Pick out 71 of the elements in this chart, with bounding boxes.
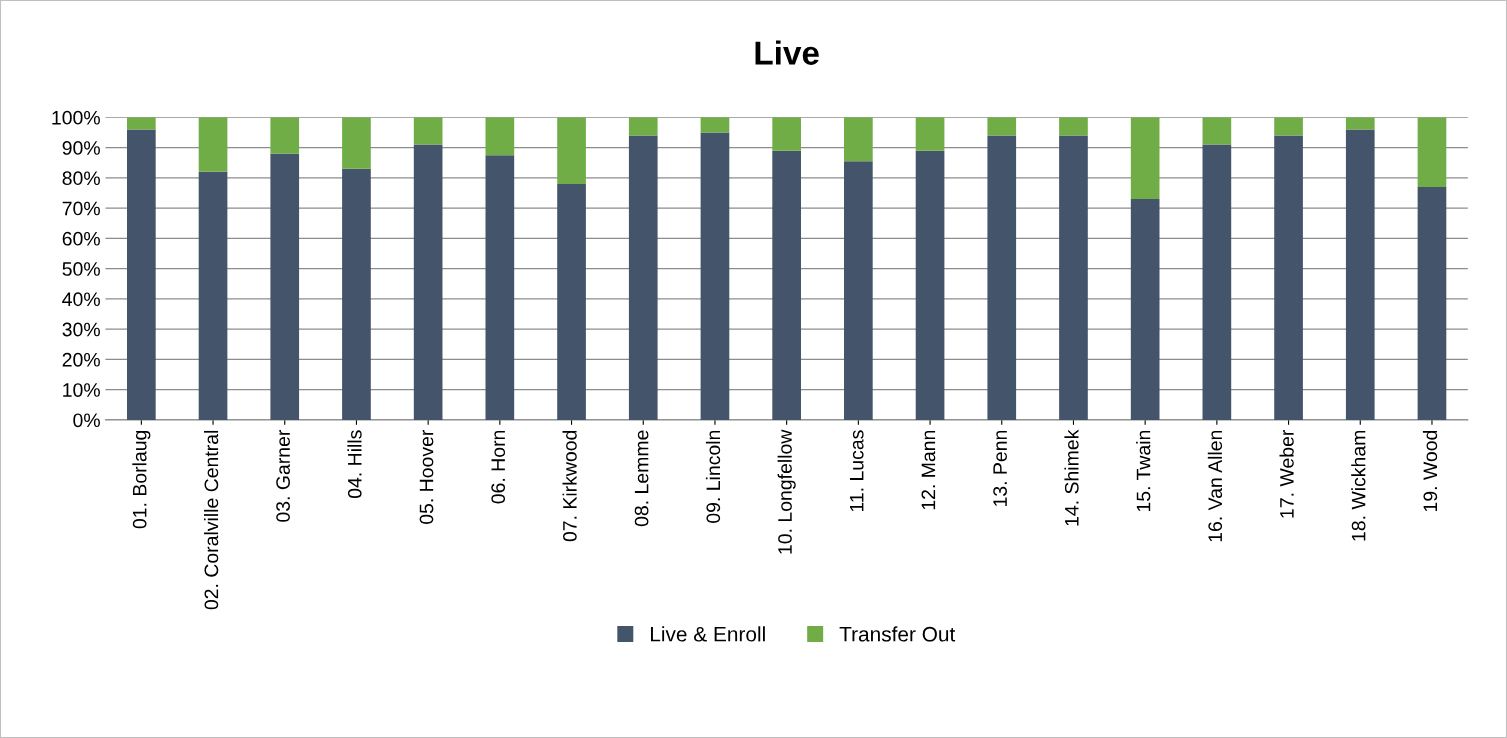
bar bbox=[772, 150, 801, 420]
x-tick-label: 12. Mann bbox=[921, 430, 936, 510]
x-tick-label: 01. Borlaug bbox=[132, 430, 151, 529]
bar bbox=[485, 117, 515, 156]
bar bbox=[700, 132, 730, 420]
y-tick-label: 100% bbox=[52, 110, 100, 125]
y-tick-label: 0% bbox=[73, 413, 100, 428]
bar bbox=[1274, 135, 1303, 420]
y-tick-label: 60% bbox=[62, 231, 100, 246]
bar bbox=[198, 171, 228, 420]
bar bbox=[342, 117, 371, 169]
bar bbox=[557, 117, 586, 184]
y-tick-label: 50% bbox=[62, 262, 100, 276]
bar bbox=[413, 144, 443, 420]
bar bbox=[485, 155, 515, 420]
y-tick-label: 10% bbox=[63, 383, 100, 397]
x-tick-label: 08. Lemme bbox=[634, 430, 649, 527]
bar bbox=[1059, 117, 1088, 136]
bar bbox=[127, 117, 156, 130]
y-tick-label: 70% bbox=[62, 201, 100, 216]
bar bbox=[1202, 144, 1232, 420]
bar bbox=[557, 183, 586, 420]
x-tick-label: 07. Kirkwood bbox=[562, 430, 577, 542]
chart-title: Live bbox=[755, 40, 819, 65]
y-tick-label: 80% bbox=[62, 171, 100, 186]
bar bbox=[844, 117, 873, 162]
x-tick-label: 03. Garner bbox=[276, 429, 290, 522]
bar bbox=[628, 117, 658, 136]
x-tick-label: 02. Coralville Central bbox=[203, 430, 219, 610]
x-tick-label: 17. Weber bbox=[1279, 429, 1294, 518]
legend-label: Live & Enroll bbox=[650, 626, 765, 642]
x-tick-label: 16. Van Allen bbox=[1207, 430, 1223, 542]
bar bbox=[915, 117, 945, 151]
bar bbox=[127, 129, 156, 420]
y-tick-label: 40% bbox=[62, 292, 100, 307]
bar bbox=[915, 150, 945, 420]
bar bbox=[270, 153, 300, 420]
y-tick-label: 20% bbox=[62, 352, 100, 367]
bar bbox=[1417, 186, 1447, 420]
bar bbox=[987, 135, 1017, 420]
bar bbox=[198, 117, 228, 172]
bar bbox=[413, 117, 443, 145]
x-tick-label: 18. Wickham bbox=[1351, 430, 1366, 541]
bar bbox=[270, 117, 300, 154]
bar bbox=[844, 161, 873, 420]
bar bbox=[1274, 117, 1303, 136]
bar bbox=[1345, 117, 1375, 130]
x-tick-label: 06. Horn bbox=[491, 430, 506, 504]
bar bbox=[1202, 117, 1232, 145]
legend-label: Transfer Out bbox=[839, 626, 956, 642]
bar bbox=[628, 135, 658, 420]
bar bbox=[1059, 135, 1088, 420]
x-tick-label: 13. Penn bbox=[993, 430, 1007, 506]
x-tick-label: 05. Hoover bbox=[419, 429, 434, 524]
bar bbox=[342, 168, 371, 420]
bar bbox=[772, 117, 801, 151]
bar bbox=[1130, 199, 1160, 420]
x-tick-label: 11. Lucas bbox=[850, 430, 864, 512]
x-tick-label: 15. Twain bbox=[1136, 430, 1151, 512]
bar bbox=[1417, 117, 1447, 187]
x-tick-label: 19. Wood bbox=[1422, 430, 1438, 512]
bar bbox=[1345, 129, 1375, 420]
bar bbox=[987, 117, 1017, 136]
bar bbox=[1130, 117, 1160, 200]
bar bbox=[700, 117, 730, 133]
y-tick-label: 90% bbox=[62, 141, 100, 155]
x-tick-label: 09. Lincoln bbox=[705, 430, 721, 523]
x-tick-label: 14. Shimek bbox=[1064, 429, 1079, 526]
x-tick-label: 04. Hills bbox=[347, 430, 362, 499]
y-tick-label: 30% bbox=[62, 322, 100, 337]
x-tick-label: 10. Longfellow bbox=[777, 429, 796, 554]
